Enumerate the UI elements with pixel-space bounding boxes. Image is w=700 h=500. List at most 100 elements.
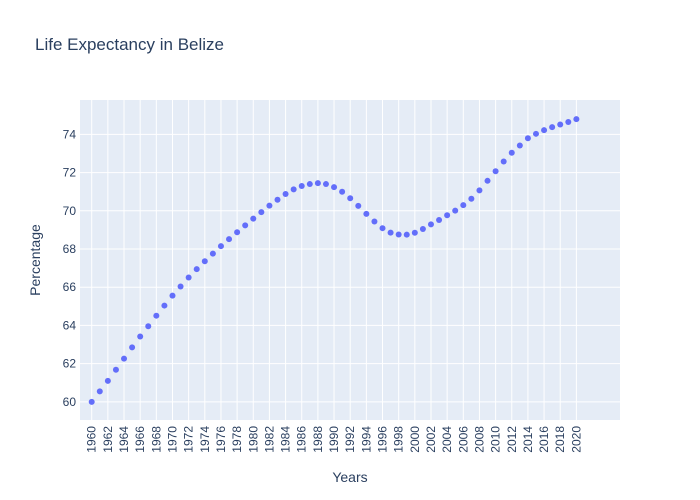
data-point [185, 274, 192, 281]
data-point [217, 243, 224, 250]
data-point [444, 212, 451, 219]
x-tick-label: 1980 [246, 426, 260, 453]
x-tick-label: 1990 [327, 426, 341, 453]
x-tick-label: 2004 [440, 426, 454, 453]
data-point [177, 283, 184, 290]
data-point [161, 302, 168, 309]
x-tick-label: 1998 [392, 426, 406, 453]
data-point [355, 202, 362, 209]
x-tick-label: 1974 [198, 426, 212, 453]
data-point [266, 202, 273, 209]
data-point [532, 130, 539, 137]
y-tick-label: 66 [63, 280, 77, 294]
y-tick-label: 60 [63, 395, 77, 409]
data-point [419, 225, 426, 232]
data-point [88, 398, 95, 405]
x-tick-label: 1968 [149, 426, 163, 453]
x-tick-label: 1978 [230, 426, 244, 453]
x-tick-label: 1970 [165, 426, 179, 453]
x-tick-label: 1996 [376, 426, 390, 453]
x-tick-label: 1986 [295, 426, 309, 453]
y-tick-label: 70 [63, 204, 77, 218]
data-point [104, 377, 111, 384]
data-point [541, 127, 548, 134]
data-point [460, 202, 467, 209]
data-point [234, 229, 241, 236]
x-tick-label: 2006 [456, 426, 470, 453]
data-point [121, 355, 128, 362]
data-point [427, 221, 434, 228]
x-tick-label: 1972 [182, 426, 196, 453]
data-point [201, 258, 208, 265]
data-point [371, 218, 378, 225]
data-point [298, 182, 305, 189]
y-tick-labels: 60 62 64 66 68 70 72 74 [63, 127, 77, 408]
data-point [549, 124, 556, 131]
data-point [557, 121, 564, 128]
data-point [129, 344, 136, 351]
data-points [88, 116, 580, 405]
data-point [137, 333, 144, 340]
data-point [565, 118, 572, 125]
data-point [508, 149, 515, 156]
x-tick-label: 1984 [279, 426, 293, 453]
data-point [363, 210, 370, 217]
x-tick-label: 1962 [101, 426, 115, 453]
gridlines [80, 100, 620, 420]
data-point [322, 181, 329, 188]
y-axis-title: Percentage [27, 224, 43, 296]
data-point [395, 231, 402, 238]
data-point [209, 250, 216, 257]
x-tick-label: 1966 [133, 426, 147, 453]
chart-title: Life Expectancy in Belize [35, 35, 224, 54]
data-point [492, 168, 499, 175]
data-point [339, 188, 346, 195]
x-tick-label: 1988 [311, 426, 325, 453]
data-point [314, 180, 321, 187]
data-point [347, 195, 354, 202]
data-point [145, 323, 152, 330]
data-point [452, 207, 459, 214]
data-point [226, 236, 233, 243]
x-tick-label: 1982 [262, 426, 276, 453]
x-axis-title: Years [332, 469, 367, 485]
data-point [476, 187, 483, 194]
data-point [379, 225, 386, 232]
data-point [112, 366, 119, 373]
x-tick-label: 1960 [85, 426, 99, 453]
x-tick-label: 2018 [553, 426, 567, 453]
x-tick-label: 2002 [424, 426, 438, 453]
data-point [153, 312, 160, 319]
data-point [242, 222, 249, 229]
y-tick-label: 72 [63, 166, 77, 180]
x-tick-label: 2014 [521, 426, 535, 453]
data-point [331, 184, 338, 191]
y-tick-label: 68 [63, 242, 77, 256]
x-tick-label: 2020 [569, 426, 583, 453]
data-point [169, 292, 176, 299]
x-tick-label: 2012 [505, 426, 519, 453]
x-tick-label: 1976 [214, 426, 228, 453]
data-point [274, 196, 281, 203]
data-point [96, 388, 103, 395]
x-tick-label: 1964 [117, 426, 131, 453]
data-point [403, 231, 410, 238]
data-point [387, 229, 394, 236]
x-tick-label: 2010 [489, 426, 503, 453]
data-point [516, 142, 523, 149]
data-point [500, 158, 507, 165]
x-tick-label: 2000 [408, 426, 422, 453]
data-point [290, 186, 297, 193]
x-tick-label: 1994 [359, 426, 373, 453]
y-tick-label: 74 [63, 127, 77, 141]
data-point [258, 209, 265, 216]
data-point [193, 266, 200, 273]
y-tick-label: 64 [63, 318, 77, 332]
x-tick-label: 1992 [343, 426, 357, 453]
data-point [282, 190, 289, 197]
data-point [573, 116, 580, 123]
data-point [250, 215, 257, 222]
x-tick-label: 2008 [472, 426, 486, 453]
data-point [411, 229, 418, 236]
